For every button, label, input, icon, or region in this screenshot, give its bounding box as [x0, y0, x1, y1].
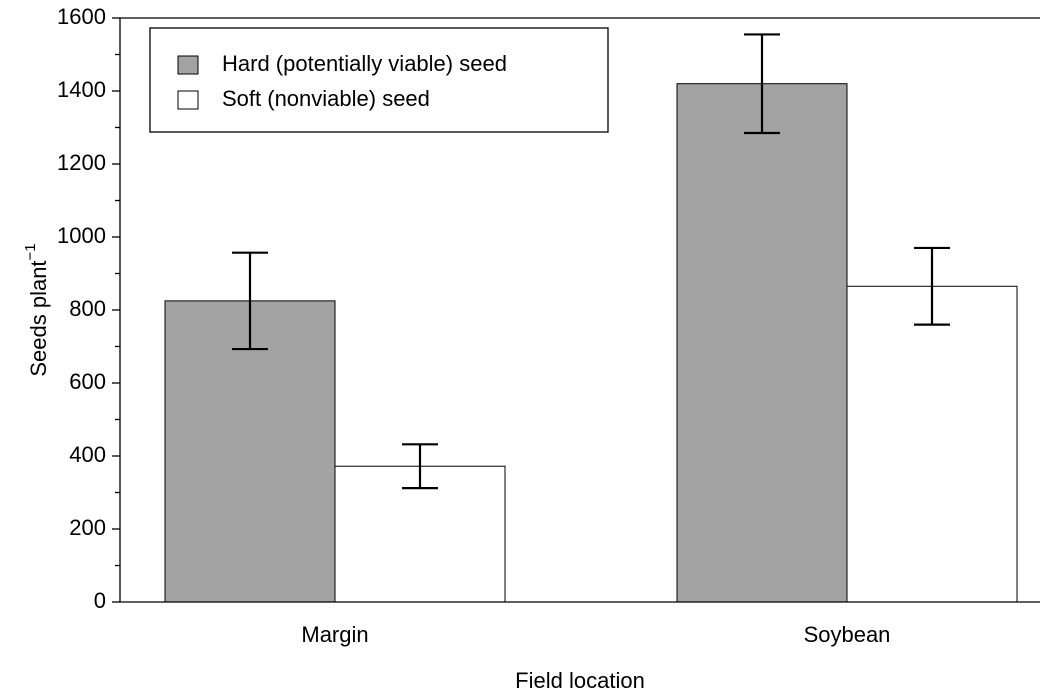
error-bar [402, 443, 438, 490]
bar [676, 83, 848, 603]
y-tick-label: 0 [94, 588, 106, 613]
legend-swatch [177, 55, 199, 75]
x-axis-label: Field location [515, 668, 645, 693]
y-tick-label: 200 [69, 515, 106, 540]
y-tick-label: 1000 [57, 223, 106, 248]
y-axis-label-superscript: −1 [22, 243, 39, 260]
bar [846, 285, 1018, 603]
error-bar [232, 251, 268, 351]
y-tick-label: 400 [69, 442, 106, 467]
y-tick-label: 1400 [57, 77, 106, 102]
legend-label: Soft (nonviable) seed [222, 86, 430, 111]
legend-label: Hard (potentially viable) seed [222, 51, 507, 76]
legend-box [149, 27, 609, 133]
axis-frame [119, 17, 1040, 603]
y-tick-label: 1600 [57, 4, 106, 29]
legend-swatch [177, 90, 199, 110]
y-tick-label: 800 [69, 296, 106, 321]
y-axis-label-main: Seeds plant [26, 260, 51, 376]
y-axis-label: Seeds plant−1 [22, 243, 51, 376]
x-tick-label: Soybean [804, 622, 891, 647]
error-bar [914, 246, 950, 326]
y-tick-label: 600 [69, 369, 106, 394]
error-bar [744, 33, 780, 135]
y-tick-label: 1200 [57, 150, 106, 175]
x-tick-label: Margin [301, 622, 368, 647]
bar [164, 300, 336, 603]
